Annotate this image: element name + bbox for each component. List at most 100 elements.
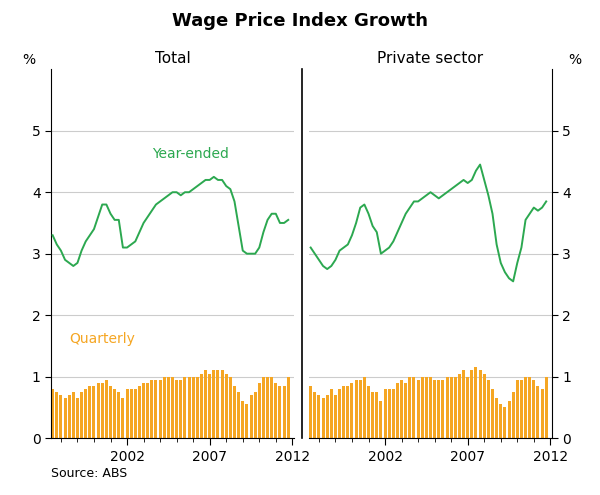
Bar: [449, 377, 452, 438]
Bar: [59, 395, 62, 438]
Bar: [383, 389, 386, 438]
Bar: [363, 377, 366, 438]
Bar: [429, 377, 432, 438]
Text: %: %: [568, 53, 581, 67]
Bar: [179, 380, 182, 438]
Bar: [204, 370, 207, 438]
Bar: [350, 383, 353, 438]
Bar: [105, 380, 108, 438]
Bar: [442, 380, 445, 438]
Bar: [72, 392, 75, 438]
Bar: [491, 389, 494, 438]
Bar: [55, 392, 58, 438]
Bar: [233, 386, 236, 438]
Bar: [309, 386, 312, 438]
Bar: [258, 383, 261, 438]
Bar: [80, 392, 83, 438]
Bar: [134, 389, 137, 438]
Bar: [97, 383, 100, 438]
Bar: [392, 389, 395, 438]
Text: Source: ABS: Source: ABS: [51, 467, 127, 480]
Bar: [359, 380, 362, 438]
Bar: [404, 383, 407, 438]
Bar: [470, 370, 473, 438]
Bar: [532, 380, 535, 438]
Bar: [375, 392, 378, 438]
Bar: [379, 401, 382, 438]
Bar: [64, 398, 67, 438]
Bar: [151, 380, 154, 438]
Bar: [158, 380, 161, 438]
Bar: [483, 374, 486, 438]
Bar: [545, 377, 548, 438]
Bar: [229, 377, 232, 438]
Bar: [458, 374, 461, 438]
Bar: [487, 380, 490, 438]
Bar: [371, 392, 374, 438]
Bar: [396, 383, 399, 438]
Bar: [326, 395, 329, 438]
Bar: [287, 377, 290, 438]
Bar: [462, 370, 465, 438]
Bar: [266, 377, 269, 438]
Bar: [250, 395, 253, 438]
Bar: [479, 370, 482, 438]
Bar: [416, 380, 419, 438]
Bar: [138, 386, 141, 438]
Bar: [254, 392, 257, 438]
Bar: [68, 395, 71, 438]
Bar: [499, 404, 502, 438]
Bar: [512, 392, 515, 438]
Bar: [425, 377, 428, 438]
Bar: [146, 383, 149, 438]
Bar: [338, 389, 341, 438]
Bar: [245, 404, 248, 438]
Bar: [76, 398, 79, 438]
Bar: [51, 389, 54, 438]
Bar: [322, 398, 325, 438]
Bar: [466, 377, 469, 438]
Bar: [274, 383, 277, 438]
Bar: [208, 374, 211, 438]
Bar: [409, 377, 412, 438]
Bar: [212, 370, 215, 438]
Bar: [528, 377, 531, 438]
Bar: [237, 392, 240, 438]
Bar: [101, 383, 104, 438]
Bar: [142, 383, 145, 438]
Bar: [283, 386, 286, 438]
Bar: [225, 374, 228, 438]
Bar: [541, 389, 544, 438]
Bar: [313, 392, 316, 438]
Bar: [412, 377, 415, 438]
Bar: [154, 380, 157, 438]
Bar: [117, 392, 120, 438]
Bar: [188, 377, 191, 438]
Bar: [342, 386, 345, 438]
Bar: [475, 367, 478, 438]
Bar: [536, 386, 539, 438]
Bar: [446, 377, 449, 438]
Bar: [317, 395, 320, 438]
Bar: [109, 386, 112, 438]
Bar: [270, 377, 273, 438]
Bar: [184, 377, 187, 438]
Bar: [191, 377, 194, 438]
Bar: [217, 370, 220, 438]
Bar: [516, 380, 519, 438]
Bar: [125, 389, 128, 438]
Bar: [113, 389, 116, 438]
Bar: [330, 389, 333, 438]
Bar: [508, 401, 511, 438]
Bar: [92, 386, 95, 438]
Bar: [503, 407, 506, 438]
Bar: [171, 377, 174, 438]
Bar: [196, 377, 199, 438]
Text: Year-ended: Year-ended: [152, 148, 229, 161]
Bar: [175, 380, 178, 438]
Bar: [454, 377, 457, 438]
Bar: [400, 380, 403, 438]
Bar: [520, 380, 523, 438]
Bar: [495, 398, 498, 438]
Bar: [388, 389, 391, 438]
